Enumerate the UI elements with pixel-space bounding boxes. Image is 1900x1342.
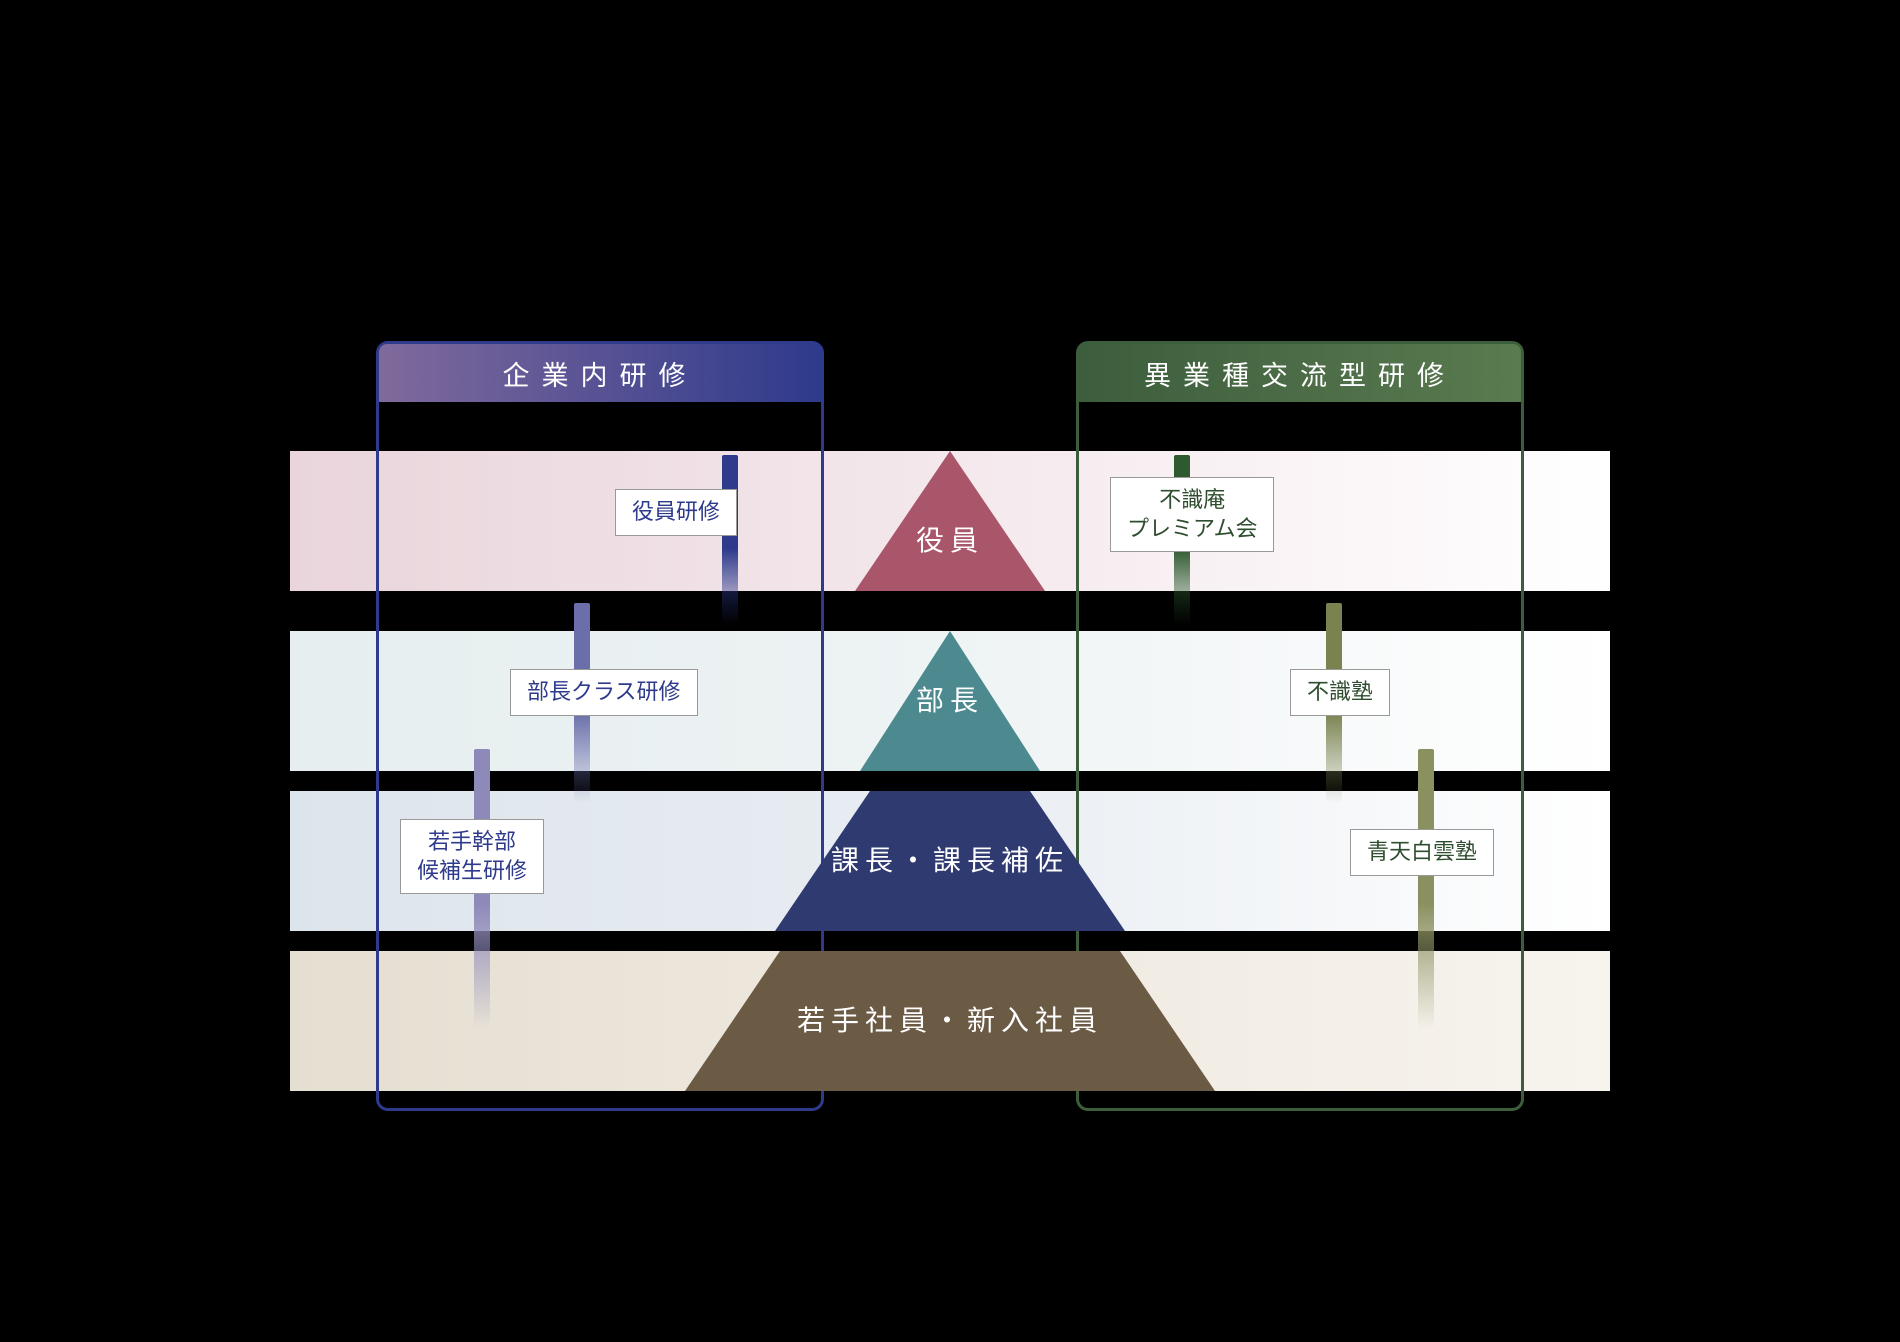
right-panel-header: 異業種交流型研修 bbox=[1079, 344, 1521, 402]
right-item-label-1: 不識塾 bbox=[1290, 669, 1390, 716]
right-item-label-0: 不識庵プレミアム会 bbox=[1110, 477, 1274, 552]
right-bar-2 bbox=[1418, 749, 1434, 1029]
right-item-label-2: 青天白雲塾 bbox=[1350, 829, 1494, 876]
pyramid-tier-label-0: 役員 bbox=[916, 519, 984, 559]
left-panel-header: 企業内研修 bbox=[379, 344, 821, 402]
pyramid-tier-label-2: 課長・課長補佐 bbox=[831, 839, 1069, 879]
left-bar-0 bbox=[722, 455, 738, 625]
left-item-label-2: 若手幹部候補生研修 bbox=[400, 819, 544, 894]
pyramid-tier-label-3: 若手社員・新入社員 bbox=[797, 999, 1103, 1039]
left-item-label-0: 役員研修 bbox=[615, 489, 737, 536]
left-item-label-1: 部長クラス研修 bbox=[510, 669, 698, 716]
pyramid-tier-label-1: 部長 bbox=[916, 679, 984, 719]
